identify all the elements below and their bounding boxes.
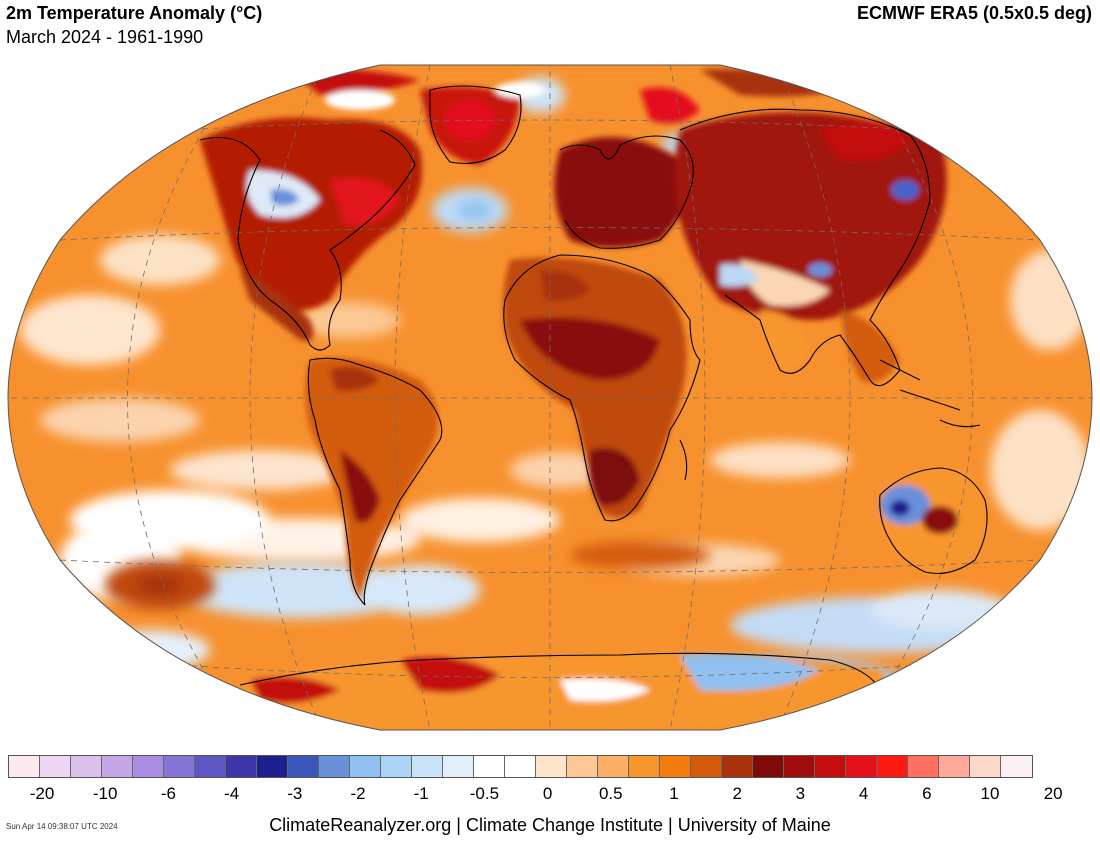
legend-tick-label: -1	[413, 784, 429, 803]
legend-tick-labels: -20 -10 -6 -4 -3 -2 -1 -0.5 0 0.5 1 2 3 4 6 10 20	[0, 784, 1100, 806]
legend-tick-label: 4	[858, 784, 869, 803]
legend-swatch	[71, 756, 102, 777]
coastlines	[199, 85, 988, 691]
legend-swatch	[257, 756, 288, 777]
legend-swatch	[815, 756, 846, 777]
legend-swatch	[722, 756, 753, 777]
anomaly-map	[7, 64, 1093, 731]
legend-tick-label: 0	[542, 784, 553, 803]
legend-swatch	[939, 756, 970, 777]
legend-swatch	[9, 756, 40, 777]
legend-tick-label: 6	[922, 784, 932, 803]
legend-tick-label: -4	[224, 784, 240, 803]
legend-swatch	[784, 756, 815, 777]
legend-swatch	[877, 756, 908, 777]
legend-swatch	[412, 756, 443, 777]
legend-tick-label: -2	[350, 784, 366, 803]
legend-swatch	[319, 756, 350, 777]
legend-swatch	[443, 756, 474, 777]
map-title: 2m Temperature Anomaly (°C)	[6, 3, 263, 23]
map-subtitle: March 2024 - 1961-1990	[6, 27, 204, 47]
legend-swatch	[567, 756, 598, 777]
legend-swatch	[1001, 756, 1032, 777]
legend-tick-label: -3	[287, 784, 303, 803]
legend-tick-label: 2	[732, 784, 742, 803]
legend-tick-label: 3	[795, 784, 806, 803]
legend-tick-label: -20	[29, 784, 55, 803]
legend-swatch	[908, 756, 939, 777]
legend-swatch	[226, 756, 257, 777]
legend-swatch	[350, 756, 381, 777]
legend-swatch	[536, 756, 567, 777]
legend-swatch	[846, 756, 877, 777]
legend-tick-label: -0.5	[469, 784, 500, 803]
legend-swatch	[133, 756, 164, 777]
legend-swatch	[629, 756, 660, 777]
credit-line: ClimateReanalyzer.org | Climate Change I…	[269, 815, 831, 835]
timestamp: Sun Apr 14 09:38:07 UTC 2024	[6, 822, 118, 831]
legend-tick-label: 10	[980, 784, 1000, 803]
dataset-label: ECMWF ERA5 (0.5x0.5 deg)	[856, 3, 1092, 23]
legend-swatch	[381, 756, 412, 777]
legend-swatch	[288, 756, 319, 777]
legend-swatch	[505, 756, 536, 777]
legend-swatch	[102, 756, 133, 777]
legend-swatch	[40, 756, 71, 777]
legend-tick-label: -10	[92, 784, 118, 803]
legend-tick-label: -6	[160, 784, 176, 803]
legend-swatch	[598, 756, 629, 777]
legend-swatch	[474, 756, 505, 777]
land-anomalies	[200, 68, 984, 729]
legend-swatch	[970, 756, 1001, 777]
legend-colorbar	[8, 755, 1033, 778]
legend-swatch	[660, 756, 691, 777]
legend-swatch	[164, 756, 195, 777]
legend-swatch	[691, 756, 722, 777]
legend-swatch	[195, 756, 226, 777]
graticule	[8, 65, 1092, 730]
legend-tick-label: 1	[669, 784, 679, 803]
legend-tick-label: 0.5	[598, 784, 623, 803]
legend-swatch	[753, 756, 784, 777]
legend-tick-label: 20	[1043, 784, 1063, 803]
map-outline	[7, 64, 1093, 731]
